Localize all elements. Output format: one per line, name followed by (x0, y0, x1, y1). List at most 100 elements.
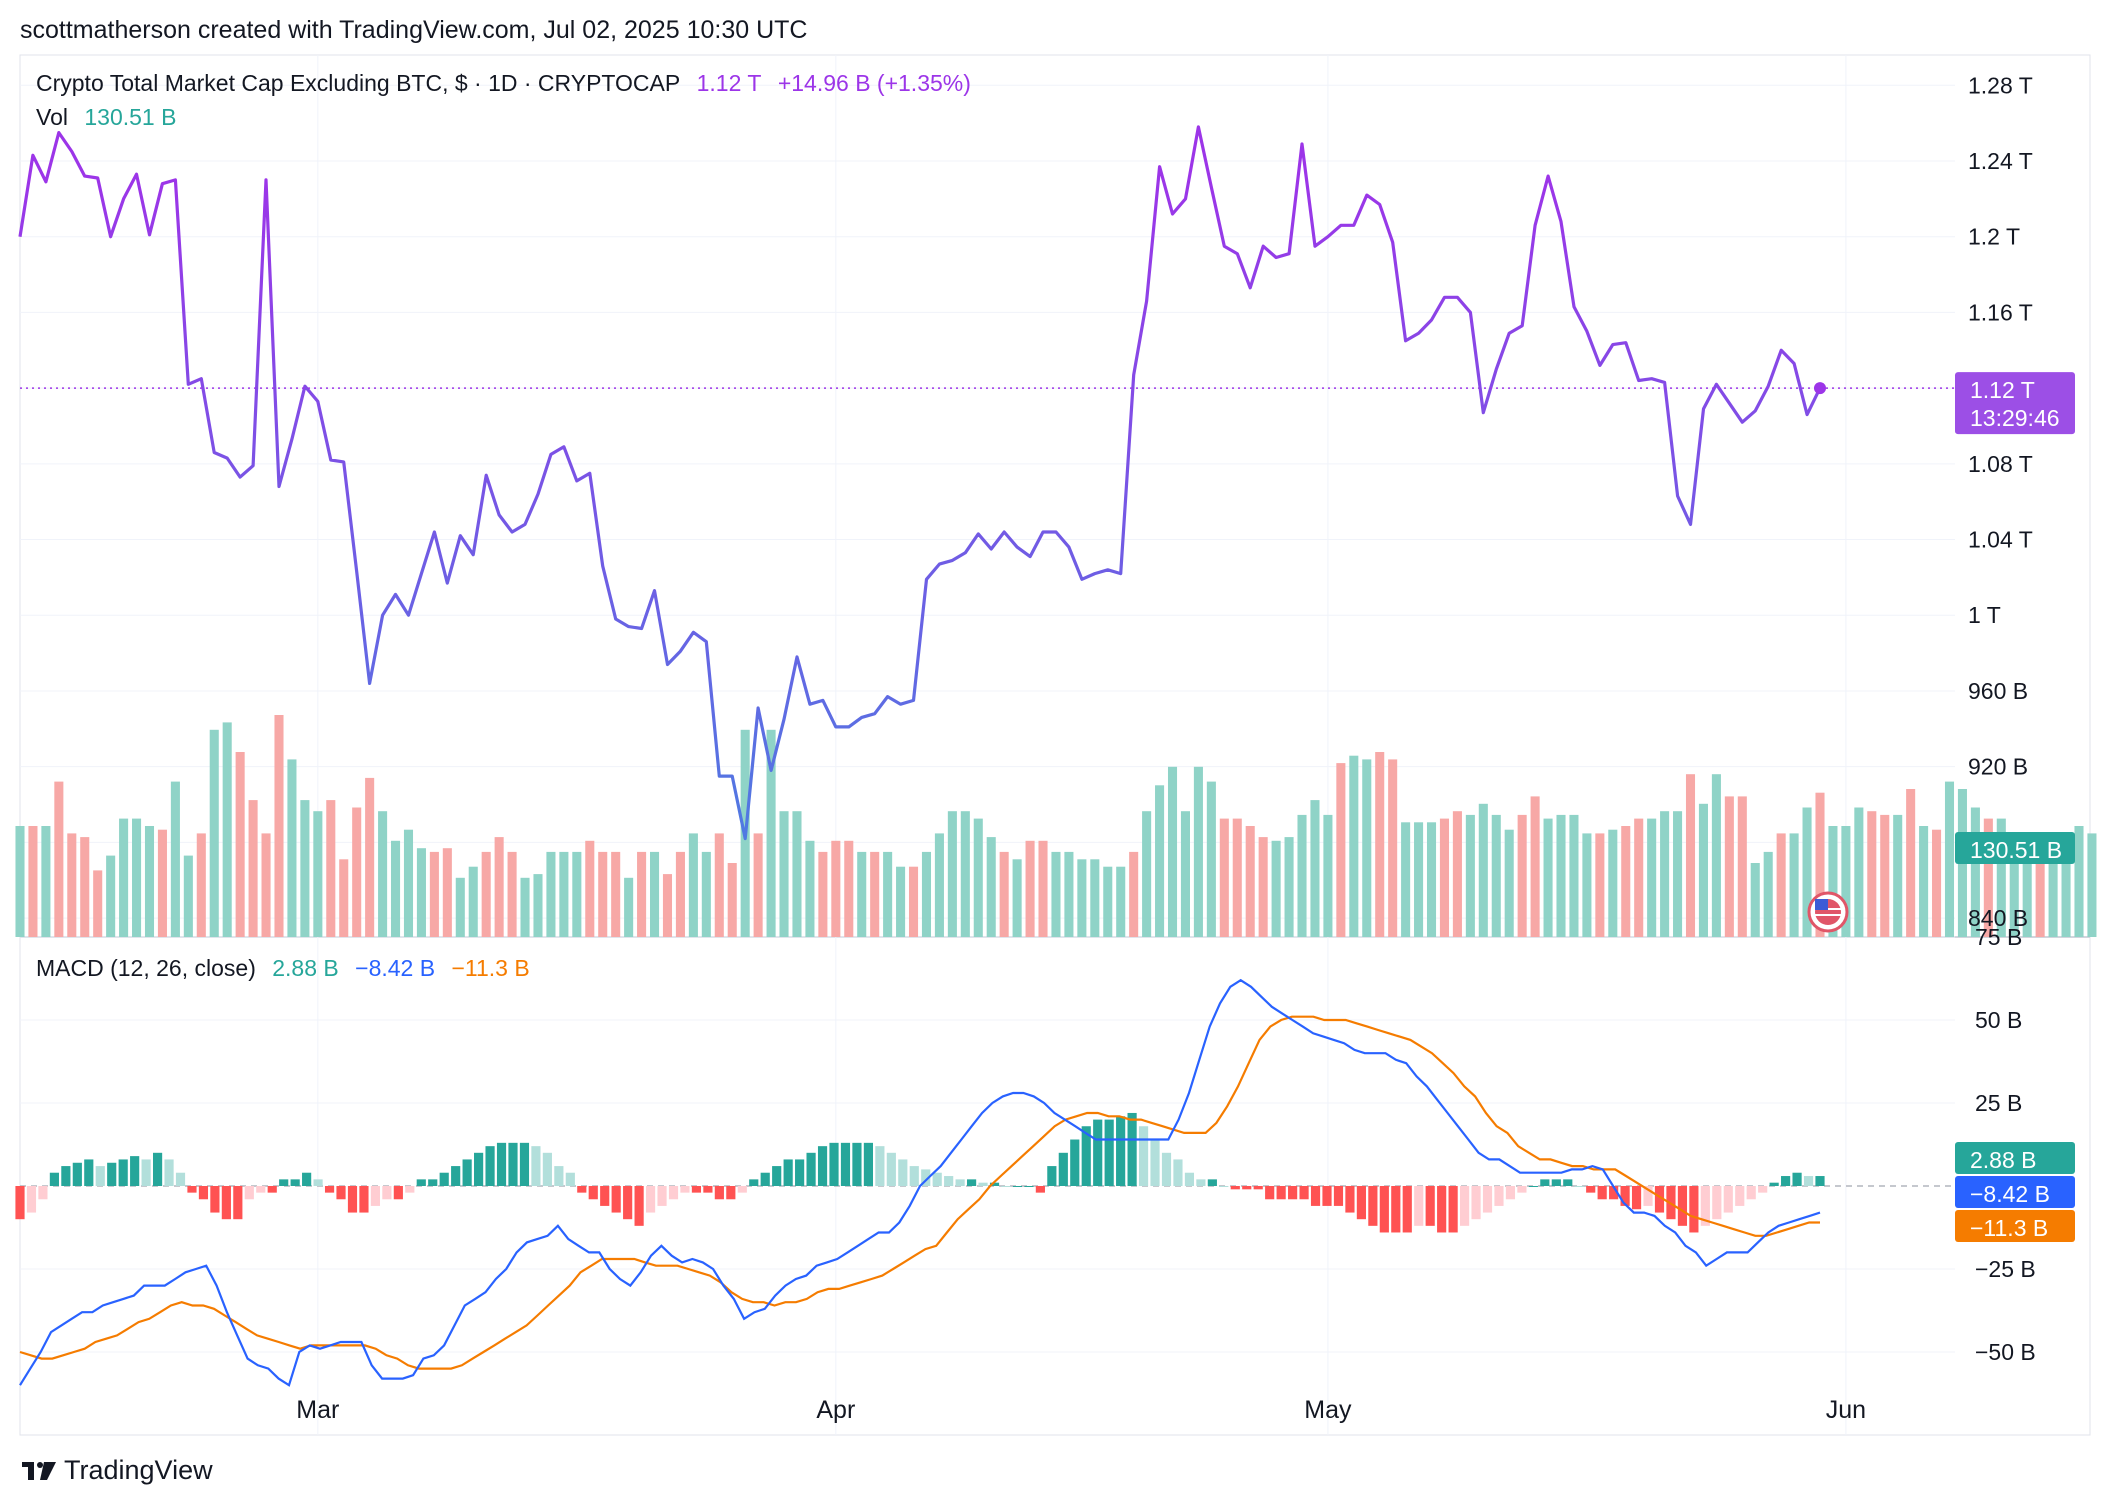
macd-histogram-bar (611, 1186, 621, 1213)
macd-histogram-bar (1643, 1186, 1653, 1206)
volume-bar (1219, 818, 1229, 937)
macd-histogram-bar (1448, 1186, 1458, 1233)
macd-histogram-bar (1712, 1186, 1722, 1220)
macd-histogram (15, 1112, 1825, 1233)
chart-frame (19, 54, 2091, 1436)
macd-histogram-bar (1781, 1176, 1791, 1186)
price-axis-label: 840 B (1968, 905, 2028, 931)
time-axis-label: Apr (816, 1396, 855, 1424)
volume-bar (572, 851, 582, 937)
macd-histogram-bar (1047, 1166, 1057, 1186)
macd-histogram-bar (1138, 1126, 1149, 1186)
macd-histogram-bar (1792, 1172, 1802, 1186)
volume-bar (1426, 822, 1437, 937)
volume-bar (1983, 818, 1993, 937)
last-price: 1.12 T (696, 70, 762, 96)
volume-bar (1038, 840, 1048, 937)
macd-histogram-bar (806, 1152, 816, 1186)
volume-legend: Vol 130.51 B (36, 104, 186, 131)
macd-histogram-bar (542, 1152, 552, 1186)
macd-histogram-bar (1437, 1186, 1447, 1233)
macd-histogram-bar (118, 1159, 128, 1186)
time-axis-label: Jun (1826, 1396, 1866, 1424)
macd-histogram-bar (1070, 1139, 1080, 1186)
volume-bar (455, 877, 465, 937)
macd-histogram-bar (107, 1162, 117, 1186)
macd-hist-value: 2.88 B (272, 955, 339, 981)
macd-histogram-bar (210, 1186, 220, 1213)
macd-histogram-bar (1654, 1186, 1665, 1213)
macd-histogram-bar (175, 1172, 186, 1186)
macd-histogram-bar (1379, 1186, 1389, 1233)
volume-bar (494, 837, 504, 937)
macd-histogram-bar (290, 1179, 300, 1186)
price-line (18, 125, 1822, 841)
volume-bar (934, 833, 944, 937)
macd-histogram-bar (749, 1179, 759, 1186)
macd-histogram-bar (691, 1186, 702, 1193)
macd-histogram-bar (1391, 1186, 1401, 1233)
macd-histogram-bar (703, 1186, 713, 1193)
volume-bar (973, 818, 983, 937)
macd-histogram-bar (1402, 1186, 1412, 1233)
macd-histogram-bar (95, 1166, 105, 1186)
macd-histogram-bar (531, 1146, 541, 1186)
macd-histogram-bar (760, 1172, 770, 1186)
macd-histogram-bar (565, 1172, 575, 1186)
macd-histogram-bar (1597, 1186, 1607, 1200)
flag-icon[interactable] (1807, 891, 1849, 933)
volume-bar (1970, 807, 1980, 937)
volume-bar (883, 851, 893, 937)
volume-bar (170, 781, 180, 937)
macd-histogram-bar (324, 1186, 335, 1193)
volume-bar (779, 811, 789, 937)
volume-bar (339, 859, 349, 937)
macd-histogram-bar (393, 1186, 403, 1200)
macd-histogram-bar (1540, 1179, 1550, 1186)
macd-histogram-bar (1024, 1186, 1034, 1187)
macd-histogram-bar (634, 1186, 644, 1226)
macd-histogram-bar (1563, 1179, 1573, 1186)
macd-histogram-bar (588, 1186, 598, 1200)
macd-histogram-bar (347, 1186, 358, 1213)
volume-bar (1944, 781, 1955, 937)
volume-bar (1452, 811, 1462, 937)
macd-histogram-bar (405, 1186, 415, 1193)
macd-histogram-bar (1104, 1119, 1114, 1186)
price-series (18, 125, 1955, 841)
volume-bar (209, 729, 219, 937)
macd-histogram-bar (1173, 1159, 1183, 1186)
macd-histogram-bar (932, 1172, 942, 1186)
volume-bar (870, 851, 880, 937)
price-axis-label: 1.24 T (1968, 148, 2033, 174)
macd-histogram-bar (382, 1186, 392, 1200)
volume-bars (15, 715, 2097, 937)
macd-histogram-bar (130, 1156, 140, 1186)
macd-histogram-bar (1609, 1186, 1619, 1200)
macd-title: MACD (12, 26, close) (36, 955, 256, 981)
volume-bar (1776, 833, 1786, 937)
volume-bar (54, 781, 64, 937)
price-axis-label: 1.16 T (1968, 299, 2033, 325)
time-axis: MarAprMayJunJul (296, 1396, 1866, 1424)
macd-signal-value: −11.3 B (451, 955, 530, 981)
macd-signal-badge-text: −11.3 B (1970, 1215, 2048, 1241)
macd-histogram-bar (1631, 1186, 1642, 1210)
volume-bar (986, 837, 996, 937)
macd-line-badge-bg (1955, 1176, 2075, 1208)
volume-bar (831, 840, 841, 937)
macd-histogram-bar (152, 1152, 163, 1186)
volume-bar (1543, 818, 1553, 937)
volume-bar (196, 833, 206, 937)
macd-histogram-bar (886, 1152, 896, 1186)
volume-bar (908, 866, 919, 937)
volume-bar (1271, 840, 1281, 937)
macd-histogram-bar (909, 1166, 919, 1186)
volume-badge-bg (1955, 832, 2075, 864)
price-change: +14.96 B (+1.35%) (777, 70, 971, 96)
macd-histogram-bar (462, 1159, 472, 1186)
macd-histogram-bar (1035, 1186, 1045, 1193)
price-axis-label: 1 T (1968, 602, 2001, 628)
volume-bar (1155, 785, 1165, 937)
